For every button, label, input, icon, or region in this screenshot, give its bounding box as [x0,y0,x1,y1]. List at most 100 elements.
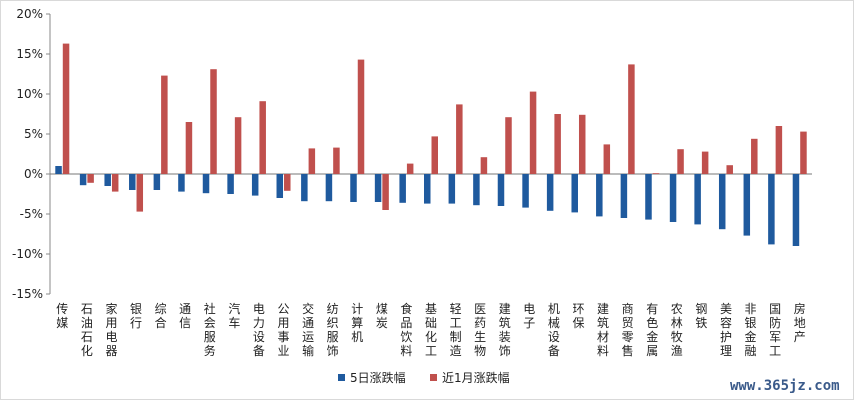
bar-1m-6 [210,69,217,174]
bar-5d-10 [301,174,308,202]
bar-1m-1 [87,174,94,183]
bar-1m-16 [456,104,463,174]
bar-5d-15 [424,174,431,204]
bar-1m-26 [701,151,709,174]
bar-5d-21 [571,174,578,213]
category-label: 计算机 [351,302,363,344]
category-label: 公用事业 [278,302,290,358]
category-label: 传媒 [56,301,68,330]
bar-5d-24 [645,174,652,220]
bar-5d-1 [79,174,87,186]
bar-5d-2 [104,174,111,186]
category-label: 建筑材料 [597,302,609,358]
category-label: 美容护理 [720,302,732,358]
category-label: 家用电器 [105,301,117,358]
bar-5d-30 [792,174,800,246]
category-label: 煤炭 [376,302,388,330]
category-label: 银行 [130,302,142,330]
bar-5d-17 [473,174,480,206]
category-label: 社会服务 [204,301,216,358]
category-label: 交通运输 [302,301,314,358]
y-tick-label: 5% [24,127,43,141]
bar-1m-23 [628,64,635,174]
bar-5d-29 [768,174,775,245]
category-label: 国防军工 [769,302,781,358]
category-label: 石油石化 [81,302,93,358]
bars [55,43,807,246]
y-tick-label: 0% [24,167,43,181]
bar-1m-25 [677,149,684,174]
bar-1m-24 [652,173,660,174]
category-label: 环保 [572,302,584,330]
bar-5d-22 [596,174,603,217]
bar-1m-19 [529,91,537,174]
bar-5d-13 [374,174,382,202]
bar-1m-10 [308,148,316,174]
bar-1m-15 [431,136,438,174]
bar-1m-11 [333,147,340,174]
bar-5d-18 [497,174,505,206]
legend-label-1m: 近1月涨跌幅 [442,370,510,385]
category-label: 建筑装饰 [499,302,511,358]
y-tick-label: -10% [12,247,43,261]
bar-5d-8 [251,174,259,196]
bar-5d-11 [325,174,333,202]
bar-5d-28 [743,174,751,236]
bar-1m-13 [382,174,389,210]
bar-5d-5 [178,174,185,192]
bar-5d-9 [276,174,284,198]
y-tick-label: 15% [16,47,43,61]
bar-1m-5 [185,122,193,174]
category-label: 电力设备 [253,302,265,358]
bar-1m-12 [357,59,365,174]
y-tick-label: -5% [20,207,43,221]
bar-5d-12 [350,174,357,202]
bar-5d-0 [55,166,62,174]
bar-5d-14 [399,174,406,203]
bar-1m-27 [726,165,733,174]
bar-1m-17 [480,157,488,174]
watermark: www.365jz.com [730,378,840,394]
category-label: 钢铁 [695,302,707,330]
bar-1m-14 [406,163,414,174]
bar-5d-4 [153,174,161,190]
y-tick-label: 10% [16,87,43,101]
bar-1m-2 [111,174,119,192]
category-label: 轻工制造 [450,302,462,358]
bar-1m-9 [284,174,291,191]
legend-label-5d: 5日涨跌幅 [350,370,406,385]
legend-swatch-1m [430,374,437,381]
bar-5d-6 [202,174,210,194]
bar-5d-7 [227,174,234,194]
y-tick-label: 20% [16,7,43,21]
category-label: 汽车 [228,301,240,330]
bar-5d-19 [522,174,529,208]
category-label: 机械设备 [548,302,560,358]
legend: 5日涨跌幅 近1月涨跌幅 [338,370,510,385]
bar-1m-4 [161,75,168,174]
bar-5d-23 [620,174,628,218]
category-label: 房地产 [794,301,806,344]
bar-5d-27 [718,174,726,230]
category-label: 有色金属 [646,302,658,358]
y-tick-label: -15% [12,287,43,301]
category-label: 农林牧渔 [671,302,683,358]
bar-1m-29 [775,126,783,174]
y-axis: 20% 15% 10% 5% 0% -5% -10% -15% [12,7,812,301]
bar-1m-3 [136,174,144,212]
category-label: 纺织服饰 [327,302,339,358]
bar-1m-0 [62,43,70,174]
bar-5d-26 [694,174,701,225]
bar-1m-7 [234,117,242,174]
bar-5d-3 [129,174,136,190]
category-label: 通信 [179,302,191,330]
bar-5d-20 [546,174,554,211]
bar-1m-30 [800,131,807,174]
bar-1m-28 [751,138,758,174]
bar-1m-18 [505,117,512,174]
category-label: 基础化工 [425,302,437,358]
bar-1m-22 [603,144,611,174]
bar-1m-8 [259,101,266,174]
